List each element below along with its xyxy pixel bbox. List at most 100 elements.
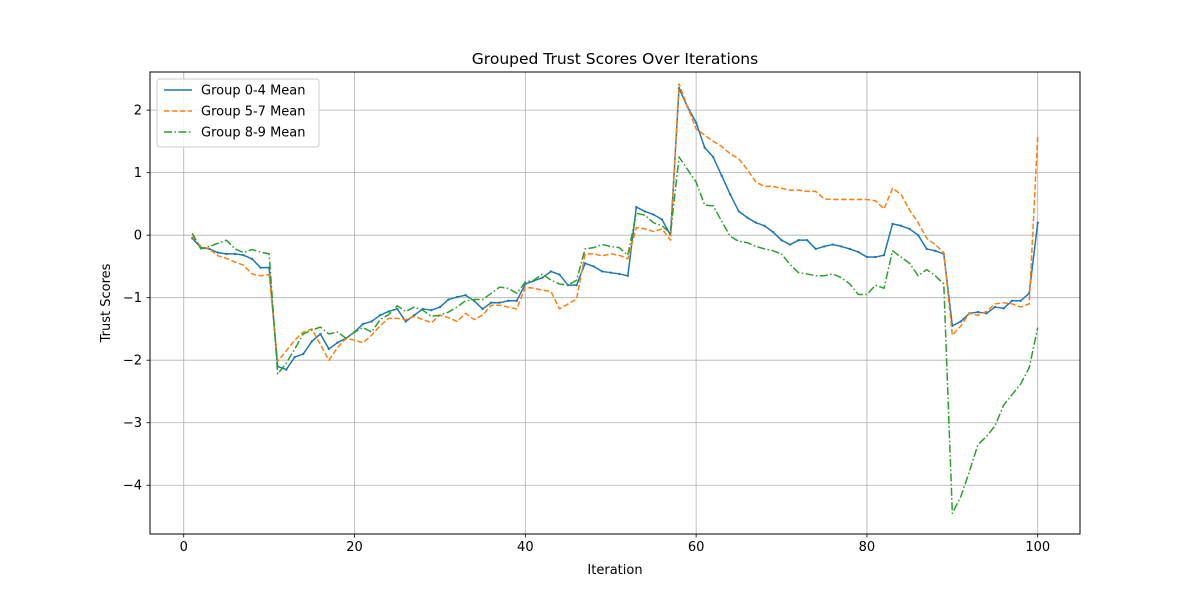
series-1-point bbox=[694, 121, 698, 124]
series-1-point bbox=[618, 272, 621, 276]
series-1-point bbox=[404, 320, 407, 323]
series-1-point bbox=[1027, 292, 1031, 295]
series-1-point bbox=[788, 243, 792, 246]
series-lines bbox=[191, 83, 1039, 515]
series-1-point bbox=[609, 271, 612, 274]
y-tick-label: −4 bbox=[123, 479, 142, 494]
series-1-point bbox=[626, 274, 630, 278]
series-1-point bbox=[216, 251, 220, 254]
series-1-point bbox=[558, 273, 561, 276]
y-tick-label: −1 bbox=[123, 291, 142, 306]
series-1-point bbox=[823, 245, 826, 248]
series-1-point bbox=[643, 210, 647, 213]
series-1-point bbox=[541, 276, 544, 279]
series-1-point bbox=[310, 340, 314, 343]
series-1-point bbox=[361, 322, 365, 326]
series-1-point bbox=[549, 270, 553, 273]
plot-frame bbox=[149, 71, 1081, 535]
series-1-point bbox=[378, 313, 382, 317]
series-1-point bbox=[413, 313, 416, 317]
series-1-point bbox=[934, 249, 937, 252]
series-1-point bbox=[250, 257, 254, 261]
series-1-point bbox=[438, 305, 442, 309]
series-1-point bbox=[993, 305, 997, 309]
series-1-point bbox=[882, 253, 886, 257]
series-1-point bbox=[481, 307, 484, 311]
series-1-point bbox=[763, 224, 766, 227]
series-1-point bbox=[242, 253, 245, 257]
series-1-point bbox=[447, 298, 450, 301]
series-line-1 bbox=[191, 87, 1039, 371]
legend-label-2: Group 5-7 Mean bbox=[201, 105, 306, 120]
series-1-point bbox=[464, 293, 467, 297]
series-1-point bbox=[600, 270, 604, 273]
series-1-point bbox=[208, 247, 211, 251]
series-1-point bbox=[737, 210, 741, 213]
series-1-point bbox=[327, 347, 331, 351]
legend-label-3: Group 8-9 Mean bbox=[201, 126, 306, 141]
plot-area bbox=[150, 72, 1080, 534]
legend-entries: Group 0-4 Mean Group 5-7 Mean Group 8-9 Me… bbox=[164, 84, 306, 141]
y-tick-label: −3 bbox=[123, 416, 142, 431]
y-tick-label: −2 bbox=[123, 354, 142, 369]
series-1-point bbox=[908, 227, 911, 231]
x-tick-label: 80 bbox=[859, 540, 876, 555]
series-1-point bbox=[1036, 221, 1039, 224]
series-1-point bbox=[805, 238, 809, 242]
series-line-3 bbox=[191, 156, 1039, 515]
series-1-point bbox=[797, 238, 800, 242]
series-1-point bbox=[754, 221, 758, 224]
series-1-point bbox=[814, 247, 817, 251]
series-1-point bbox=[891, 222, 894, 226]
series-1-point bbox=[285, 368, 288, 371]
series-1-point bbox=[652, 213, 655, 216]
series-1-point bbox=[293, 355, 296, 359]
series-1-point bbox=[336, 341, 339, 344]
series-1-point bbox=[976, 310, 980, 314]
chart-title: Grouped Trust Scores Over Iterations bbox=[472, 50, 758, 68]
series-1-point bbox=[703, 146, 706, 149]
series-1-point bbox=[319, 332, 322, 336]
series-1-point bbox=[233, 252, 237, 256]
series-1-point bbox=[985, 312, 988, 315]
series-1-point bbox=[771, 230, 775, 234]
series-1-point bbox=[959, 320, 963, 323]
y-tick-label: 0 bbox=[134, 229, 142, 244]
series-1-point bbox=[498, 301, 501, 304]
series-1-point bbox=[1019, 299, 1022, 303]
legend-box bbox=[156, 78, 320, 148]
series-1-point bbox=[874, 255, 877, 259]
series-1-point bbox=[865, 255, 869, 259]
series-1-point bbox=[848, 247, 852, 251]
series-1-point bbox=[831, 243, 834, 246]
x-tick-label: 60 bbox=[688, 540, 705, 555]
series-1-point bbox=[396, 307, 399, 311]
series-1-point bbox=[592, 265, 595, 268]
series-1-point bbox=[916, 233, 920, 237]
series-1-point bbox=[455, 295, 459, 299]
axis-ticks: 0 20 40 60 80 100 −4 −3 −2 −1 0 1 2 bbox=[123, 104, 1050, 555]
series-1-point bbox=[515, 299, 518, 303]
series-1-point bbox=[899, 224, 903, 227]
series-1-point bbox=[857, 250, 860, 254]
series-1-point bbox=[225, 252, 228, 256]
series-1-point bbox=[1010, 299, 1014, 303]
series-1-point bbox=[387, 310, 390, 313]
series-1-point bbox=[302, 352, 305, 356]
series-1-point bbox=[780, 238, 783, 242]
series-1-point bbox=[660, 218, 664, 221]
series-1-point bbox=[840, 245, 843, 248]
x-tick-label: 0 bbox=[180, 540, 188, 555]
series-1-point bbox=[489, 301, 493, 304]
series-1-point bbox=[259, 266, 262, 269]
x-tick-label: 20 bbox=[346, 540, 363, 555]
legend: Group 0-4 Mean Group 5-7 Mean Group 8-9 Me… bbox=[156, 78, 320, 148]
series-1-point bbox=[575, 283, 578, 287]
series-1-point bbox=[635, 205, 638, 209]
series-1-point bbox=[746, 216, 749, 219]
series-1-point bbox=[583, 262, 587, 265]
series-1-point bbox=[1002, 307, 1005, 310]
series-1-point bbox=[370, 320, 373, 323]
x-tick-label: 100 bbox=[1025, 540, 1050, 555]
